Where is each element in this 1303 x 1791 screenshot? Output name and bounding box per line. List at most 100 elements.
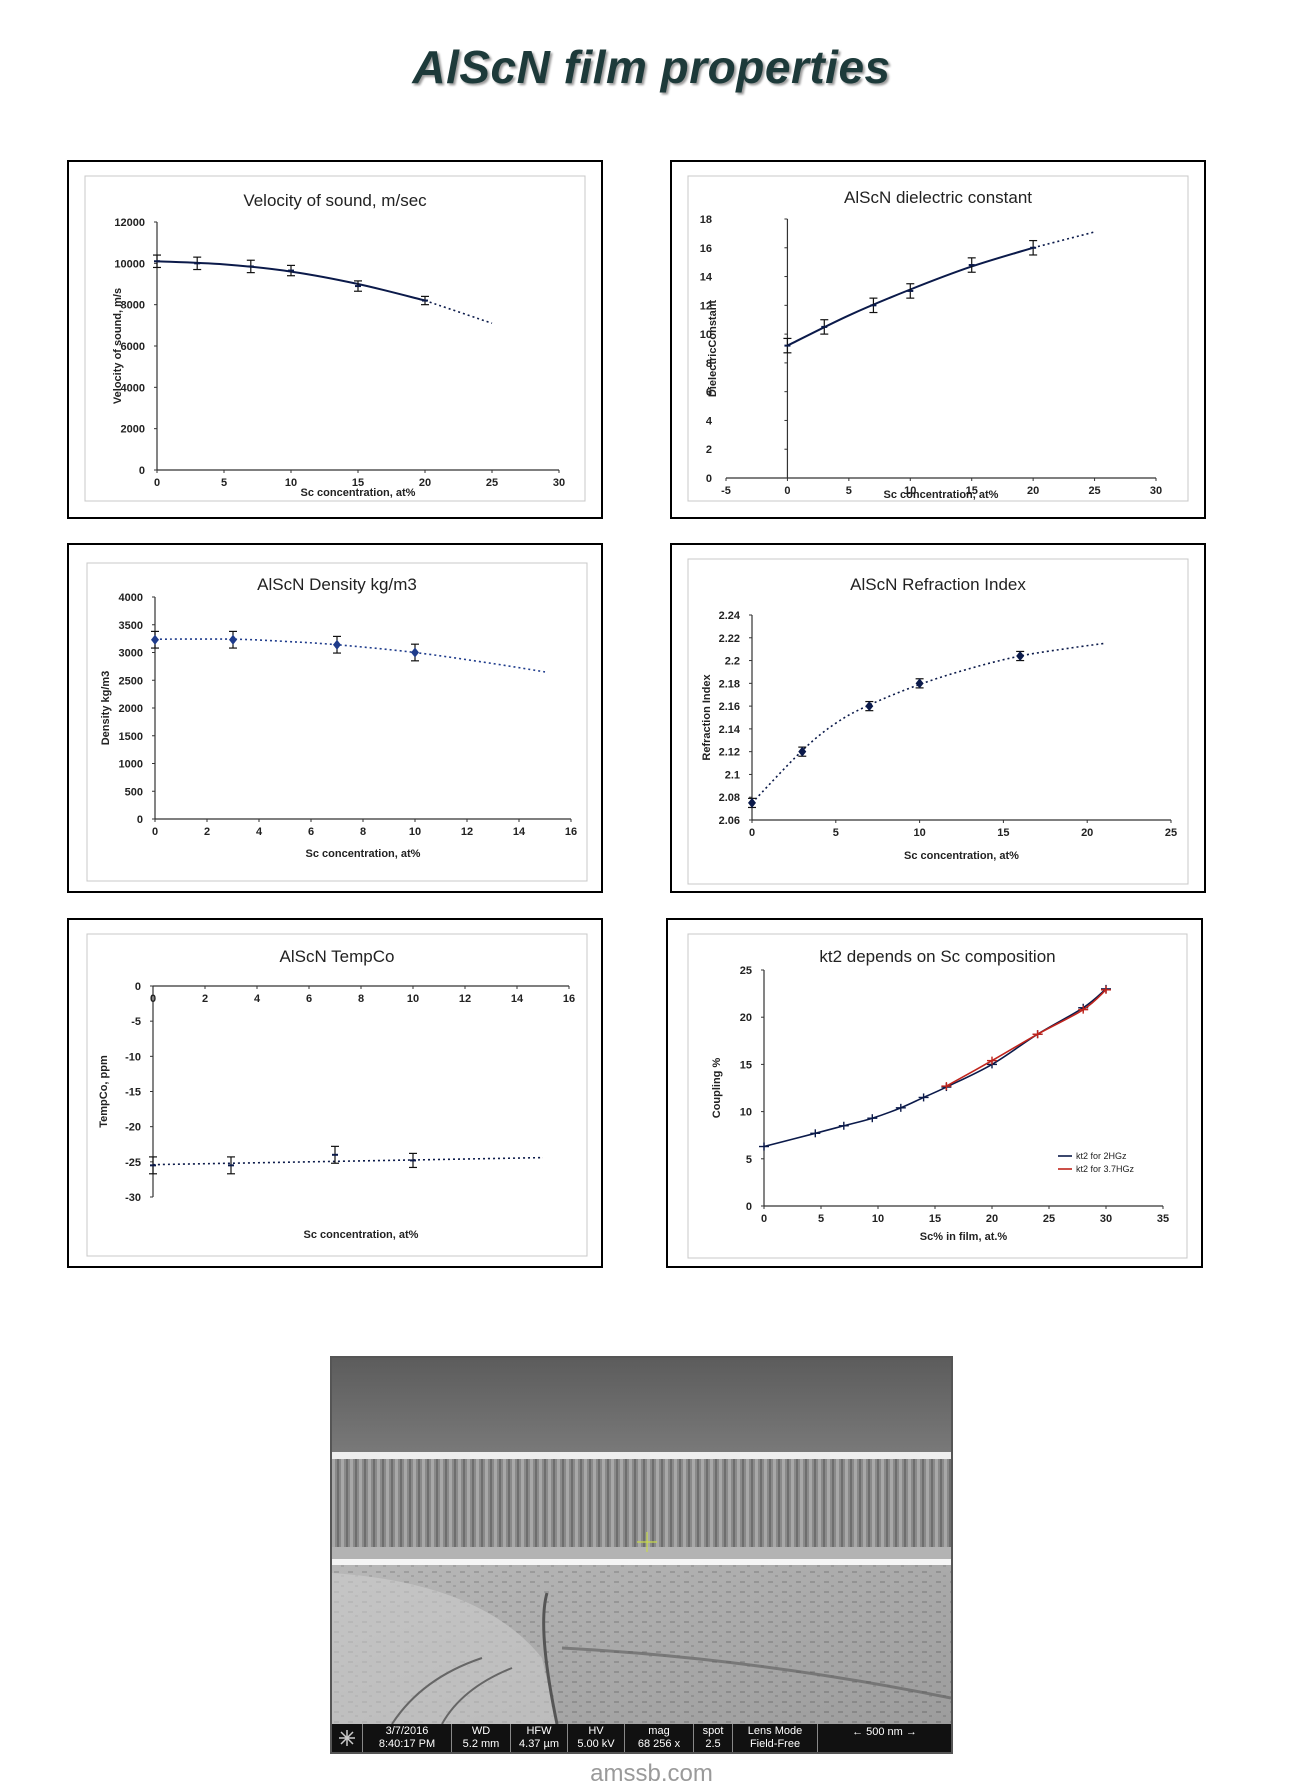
x-tick-label: 0 [784,485,790,497]
y-tick-label: 10 [700,329,712,341]
trendline-dotted [1032,231,1095,249]
y-tick-label: 0 [746,1201,752,1213]
y-tick-label: 0 [135,981,141,993]
x-tick-label: 5 [221,477,227,489]
y-tick-label: 2.08 [719,792,740,804]
chart-panel-density: AlScN Density kg/m3 0 2 4 6 8 10 12 14 16 0 500 1000… [67,543,603,893]
y-tick-label: 2.2 [725,656,740,668]
y-tick-label: -5 [131,1016,141,1028]
y-tick-label: 14 [700,272,713,284]
chart-title: AlScN dielectric constant [844,188,1032,207]
x-tick-label: 6 [306,993,312,1005]
y-tick-label: 2.14 [719,724,741,736]
x-tick-label: 10 [407,993,419,1005]
chart-panel-dielectric: AlScN dielectric constant -5 0 5 10 15 20 25 30 0… [670,160,1206,519]
x-tick-label: 12 [459,993,471,1005]
x-tick-label: 30 [1100,1213,1112,1225]
y-tick-label: 6000 [121,341,145,353]
x-tick-label: 15 [997,827,1009,839]
x-axis-label: Sc concentration, at% [301,487,416,499]
trendline-dotted [424,299,493,325]
data-point [411,647,419,658]
x-tick-label: 10 [913,827,925,839]
y-tick-label: 15 [740,1059,752,1071]
x-tick-label: 5 [833,827,839,839]
x-tick-label: 12 [461,826,473,838]
x-tick-label: 16 [565,826,577,838]
y-tick-label: 2.1 [725,769,740,781]
x-tick-label: 8 [358,993,364,1005]
x-tick-label: 2 [204,826,210,838]
y-tick-label: 5 [746,1154,752,1166]
x-tick-label: 2 [202,993,208,1005]
y-tick-label: -25 [125,1157,141,1169]
x-tick-label: 0 [749,827,755,839]
y-tick-label: 25 [740,965,752,977]
sem-hfw: HFW 4.37 µm [510,1724,567,1752]
x-tick-label: 5 [846,485,852,497]
chart-velocity: Velocity of sound, m/sec 0 5 10 15 20 25 30 0 200… [84,175,586,502]
y-tick-label: 4 [706,415,713,427]
chart-density: AlScN Density kg/m3 0 2 4 6 8 10 12 14 16 0 500 1000… [86,562,588,882]
chart-panel-velocity: Velocity of sound, m/sec 0 5 10 15 20 25 30 0 200… [67,160,603,519]
y-axis-label: Refraction Index [701,674,713,761]
chart-title: kt2 depends on Sc composition [819,947,1055,966]
x-tick-label: 0 [761,1213,767,1225]
x-axis-label: Sc concentration, at% [884,489,999,501]
series-line [946,989,1107,1087]
y-tick-label: 2.24 [719,610,741,622]
chart-inner-frame [84,175,586,502]
x-tick-label: 25 [1043,1213,1055,1225]
chart-kt2: kt2 depends on Sc composition 0 5 10 15 20 25 3… [687,933,1188,1259]
x-tick-label: 14 [511,993,524,1005]
y-tick-label: -10 [125,1051,141,1063]
sem-datetime: 3/7/2016 8:40:17 PM [362,1724,451,1752]
sem-hv: HV 5.00 kV [567,1724,624,1752]
trendline-dotted [154,638,546,673]
y-tick-label: 2.22 [719,633,740,645]
y-tick-label: 1000 [119,759,143,771]
x-tick-label: 5 [818,1213,824,1225]
series-line [763,988,1107,1148]
y-tick-label: 10000 [114,258,145,270]
x-tick-label: 10 [904,485,916,497]
y-tick-label: 2.16 [719,701,740,713]
y-tick-label: 4000 [121,382,145,394]
page-title: AlScN film properties [412,41,891,93]
x-tick-label: 25 [1165,827,1177,839]
x-tick-label: 16 [563,993,575,1005]
y-tick-label: 2000 [119,703,143,715]
x-tick-label: 10 [285,477,297,489]
chart-inner-frame [86,562,588,882]
y-tick-label: 12 [700,300,712,312]
y-tick-label: -15 [125,1087,141,1099]
sem-info-bar: 3/7/2016 8:40:17 PM WD 5.2 mm HFW 4.37 µm H… [332,1724,951,1752]
y-tick-label: 20 [740,1012,752,1024]
x-tick-label: 20 [419,477,431,489]
y-tick-label: 2.06 [719,815,740,827]
sem-spot: spot 2.5 [693,1724,732,1752]
x-tick-label: 15 [352,477,364,489]
x-tick-label: 25 [1088,485,1100,497]
x-tick-label: 10 [409,826,421,838]
chart-panel-refraction: AlScN Refraction Index 0 5 10 15 20 25 2.06 2.08… [670,543,1206,893]
crosshair-icon [637,1532,657,1552]
y-tick-label: 2000 [121,424,145,436]
x-tick-label: 20 [986,1213,998,1225]
x-tick-label: 0 [152,826,158,838]
chart-refraction: AlScN Refraction Index 0 5 10 15 20 25 2.06 2.08… [687,558,1189,885]
sem-scale-bar: ← 500 nm → [817,1724,951,1752]
y-tick-label: -20 [125,1122,141,1134]
x-tick-label: 35 [1157,1213,1169,1225]
chart-inner-frame [687,933,1188,1259]
x-tick-label: 25 [486,477,498,489]
chart-tempco: AlScN TempCo 0 2 4 6 8 10 12 14 16 0 -5 -10 -15 -20 -25… [86,933,588,1257]
x-axis-label: Sc concentration, at% [304,1229,419,1241]
x-tick-label: 20 [1027,485,1039,497]
data-point [798,746,807,757]
x-tick-label: 0 [150,993,156,1005]
y-axis-label: Coupling % [711,1058,723,1119]
y-tick-label: 0 [706,473,712,485]
y-tick-label: 3000 [119,648,143,660]
y-axis-label: DielectricConstant [707,300,719,398]
